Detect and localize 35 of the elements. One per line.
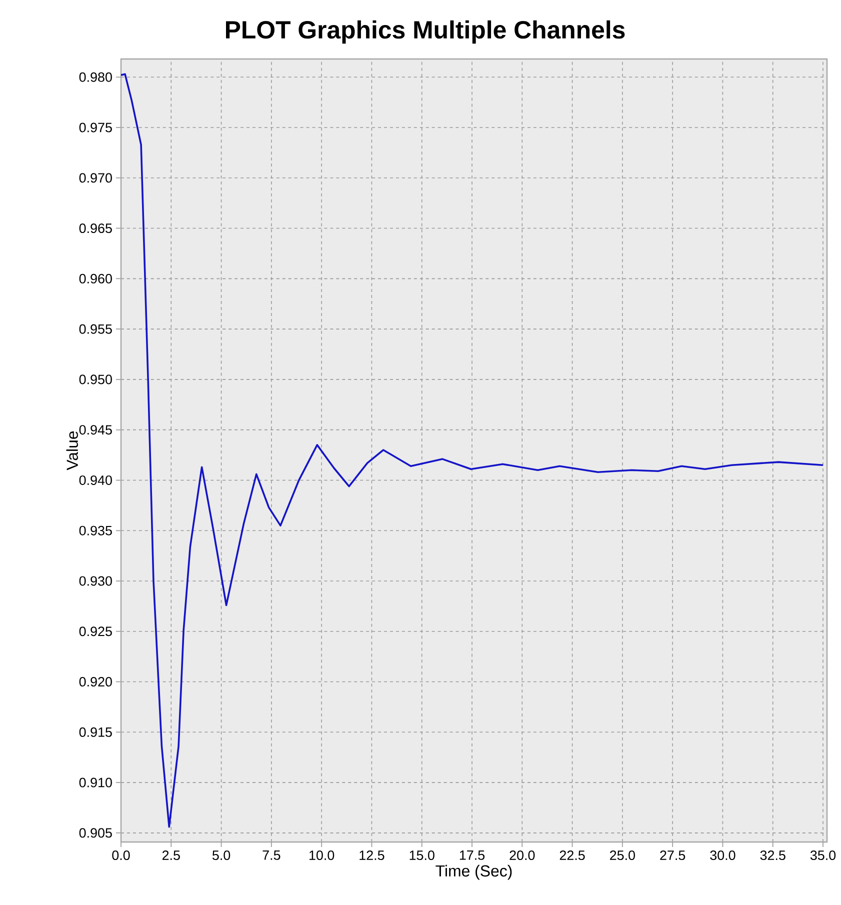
y-tick-label: 0.955: [79, 324, 112, 334]
line-series: [121, 73, 824, 828]
x-tick-label: 12.5: [360, 850, 384, 860]
y-tick-label: 0.910: [79, 778, 112, 788]
y-tick-label: 0.920: [79, 677, 112, 687]
x-tick-label: 10.0: [310, 850, 334, 860]
y-tick-label: 0.980: [79, 72, 112, 82]
x-tick-label: 7.5: [262, 850, 280, 860]
y-tick-label: 0.945: [79, 425, 112, 435]
y-tick-label: 0.975: [79, 122, 112, 132]
y-tick-label: 0.970: [79, 173, 112, 183]
x-tick-label: 22.5: [560, 850, 585, 860]
y-tick-label: 0.960: [79, 274, 112, 284]
x-tick-label: 30.0: [710, 850, 736, 860]
y-tick-label: 0.940: [79, 475, 112, 485]
x-tick-label: 5.0: [212, 850, 230, 860]
x-tick-label: 27.5: [660, 850, 686, 860]
x-tick-label: 20.0: [510, 850, 535, 860]
x-tick-label: 2.5: [162, 850, 180, 860]
x-tick-label: 35.0: [810, 850, 836, 860]
x-axis-title: Time (Sec): [436, 864, 512, 880]
y-tick-label: 0.930: [79, 576, 112, 586]
chart-title: PLOT Graphics Multiple Channels: [226, 20, 625, 44]
x-tick-label: 0.0: [112, 850, 130, 860]
y-tick-label: 0.925: [79, 626, 112, 636]
y-tick-label: 0.915: [79, 727, 112, 737]
y-tick-label: 0.905: [79, 828, 112, 838]
x-tick-label: 15.0: [410, 850, 434, 860]
x-tick-label: 25.0: [610, 850, 635, 860]
y-tick-label: 0.950: [79, 374, 112, 384]
y-axis-title: Value: [66, 431, 78, 470]
x-tick-label: 17.5: [460, 850, 485, 860]
y-tick-label: 0.965: [79, 224, 112, 234]
y-tick-label: 0.935: [79, 526, 112, 536]
x-tick-label: 32.5: [760, 850, 786, 860]
